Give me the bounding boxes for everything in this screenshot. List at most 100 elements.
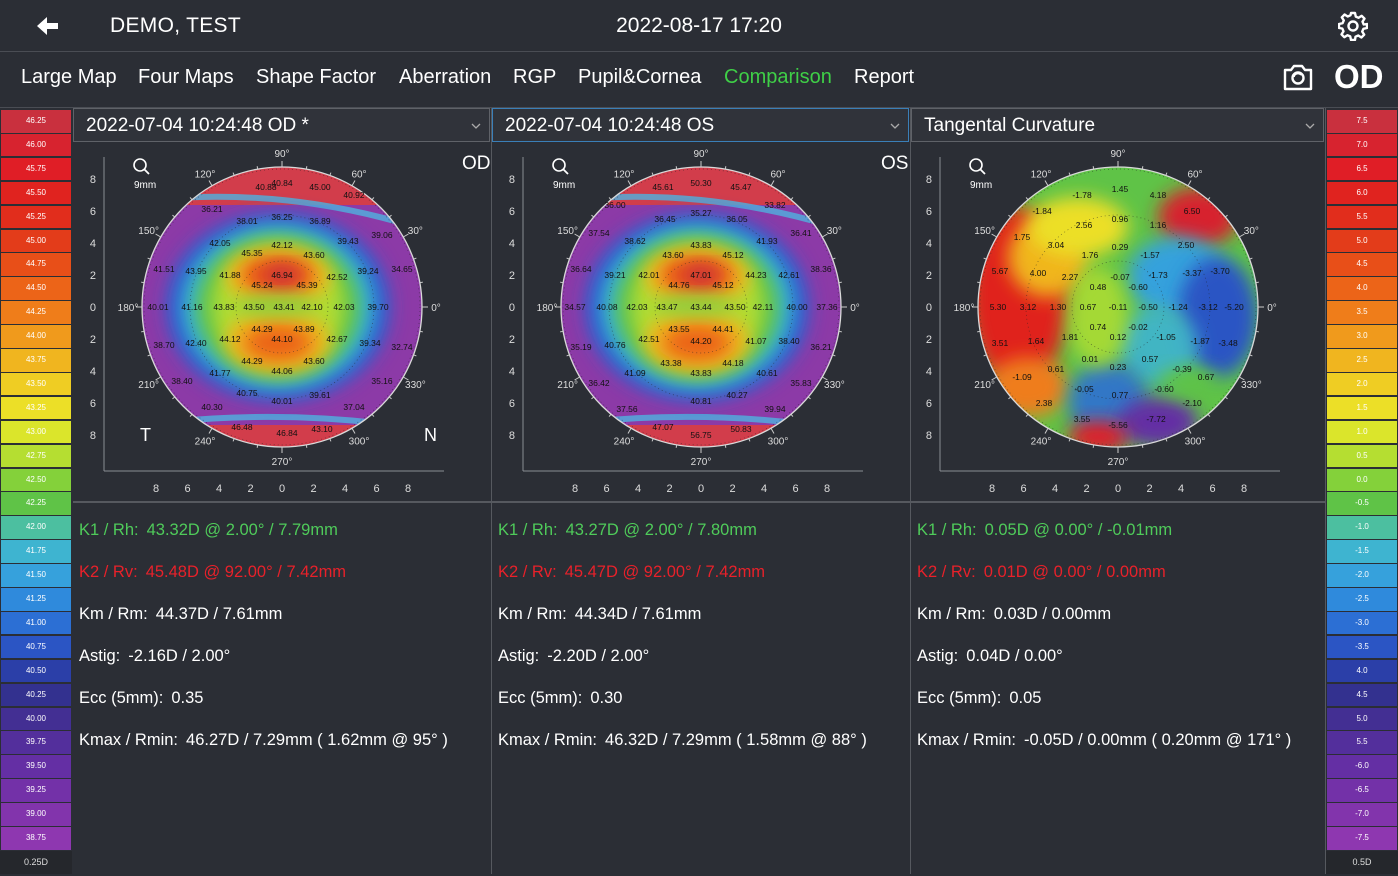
camera-icon[interactable] [1282,62,1314,92]
map-value: 43.38 [660,358,682,368]
exam-dropdown-os[interactable]: 2022-07-04 10:24:48 OS [492,108,909,142]
x-tick-label: 0 [279,483,285,495]
tab-comparison[interactable]: Comparison [724,66,832,88]
left-scale-cell: 45.00 [1,229,71,252]
left-scale-cell: 39.50 [1,755,71,778]
angle-label: 270° [1108,457,1129,468]
tab-four-maps[interactable]: Four Maps [138,66,234,88]
gear-icon[interactable] [1338,11,1368,41]
topography-map-od[interactable]: 90° 60° 30° 0° 330° 300° 270° 240° 210° 180° 150° 1… [73,143,491,501]
x-tick-label: 4 [1178,483,1184,495]
map-value: 0.77 [1112,390,1129,400]
left-scale-cell: 42.25 [1,492,71,515]
left-scale-cell: 41.75 [1,540,71,563]
map-value: 44.20 [690,336,712,346]
left-scale-cell: 45.25 [1,205,71,229]
map-value: 37.36 [816,302,838,312]
left-scale-cell: 41.25 [1,588,71,611]
map-value: 1.64 [1028,336,1045,346]
map-value: 1.30 [1050,302,1067,312]
tab-shape-factor[interactable]: Shape Factor [256,66,377,88]
astig-row: Astig: -2.16D / 2.00° [79,647,231,665]
map-value: 40.92 [343,190,365,200]
topography-map-os[interactable]: 90° 60° 30° 0° 330° 300° 270° 240° 210° 180° 150° 1… [492,143,910,501]
map-value: 46.84 [276,428,298,438]
map-value: 50.30 [690,178,712,188]
back-arrow-icon[interactable] [33,12,61,40]
left-scale-cell: 40.00 [1,707,71,730]
x-tick-label: 4 [635,483,641,495]
map-value: 38.01 [236,216,258,226]
x-tick-label: 6 [1209,483,1215,495]
ecc-row: Ecc (5mm): 0.30 [498,689,623,707]
ecc-value: 0.05 [1009,689,1042,707]
zoom-icon[interactable] [969,158,986,175]
y-tick-label: 6 [926,398,932,410]
map-value: 41.88 [219,270,241,280]
zoom-label: 9mm [134,180,156,191]
map-value: -1.05 [1156,332,1176,342]
x-tick-label: 2 [310,483,316,495]
angle-label: 150° [138,226,159,237]
tab-large-map[interactable]: Large Map [21,66,117,88]
difference-map[interactable]: 90° 60° 30° 0° 330° 300° 270° 240° 210° 180° 150° 1… [911,143,1325,501]
zoom-icon[interactable] [133,158,150,175]
map-value: 36.05 [726,214,748,224]
left-scale-cell: 43.75 [1,349,71,372]
map-type-dropdown[interactable]: Tangental Curvature [911,108,1324,142]
left-scale-cell: 45.75 [1,157,71,181]
map-value: 3.55 [1074,414,1091,424]
map-value: -0.39 [1172,364,1192,374]
map-value: 39.21 [604,270,626,280]
y-tick-label: 8 [926,430,932,442]
right-scale-cell: 5.5 [1327,205,1397,229]
map-value: -0.60 [1154,384,1174,394]
tab-rgp[interactable]: RGP [513,66,557,88]
map-value: -1.78 [1072,190,1092,200]
map-value: 4.18 [1150,190,1167,200]
right-scale-cell: 3.5 [1327,301,1397,324]
right-scale-cell: 5.0 [1327,229,1397,252]
tab-report[interactable]: Report [854,66,915,88]
map-value: 37.54 [588,228,610,238]
map-value: 0.67 [1198,372,1215,382]
x-tick-label: 6 [373,483,379,495]
y-tick-label: 8 [90,174,96,186]
left-scale-cell: 39.75 [1,731,71,754]
zoom-icon[interactable] [552,158,569,175]
map-value: 43.89 [293,324,315,334]
dropdown-value: Tangental Curvature [924,115,1096,136]
top-bar: DEMO, TEST 2022-08-17 17:20 [0,0,1398,52]
kmax-row: Kmax / Rmin: 46.32D / 7.29mm ( 1.58mm @ 8… [498,731,867,749]
map-value: 44.10 [271,334,293,344]
x-tick-label: 0 [1115,483,1121,495]
y-tick-label: 4 [90,238,96,250]
exam-dropdown-od[interactable]: 2022-07-04 10:24:48 OD * [73,108,490,142]
left-color-scale: 38.75 39.00 39.25 39.50 39.75 40.00 40.25 40.50… [0,110,72,874]
map-value: 1.81 [1062,332,1079,342]
temporal-label: T [140,425,151,445]
map-value: 45.35 [241,248,263,258]
left-scale-cell: 40.75 [1,635,71,659]
right-scale-step: 0.5D [1326,851,1398,874]
map-value: 36.00 [604,200,626,210]
right-scale-cell: 1.5 [1327,396,1397,420]
tab-aberration[interactable]: Aberration [399,66,492,88]
y-tick-label: 2 [509,270,515,282]
y-tick-label: 6 [90,398,96,410]
y-tick-label: 2 [926,270,932,282]
map-value: 0.29 [1112,242,1129,252]
tab-pupil-cornea[interactable]: Pupil&Cornea [578,66,702,88]
map-value: -7.72 [1146,414,1166,424]
map-value: 44.29 [251,324,273,334]
map-value: 41.77 [209,368,231,378]
dropdown-value: 2022-07-04 10:24:48 OS [505,115,715,136]
map-value: 44.12 [219,334,241,344]
map-value: -0.07 [1110,272,1130,282]
angle-label: 330° [405,380,426,391]
map-value: 39.70 [367,302,389,312]
km-value: 44.37D / 7.61mm [155,605,283,623]
angle-label: 120° [1031,170,1052,181]
k1-value: 0.05D @ 0.00° / -0.01mm [984,521,1173,539]
left-scale-cell: 46.25 [1,110,71,133]
